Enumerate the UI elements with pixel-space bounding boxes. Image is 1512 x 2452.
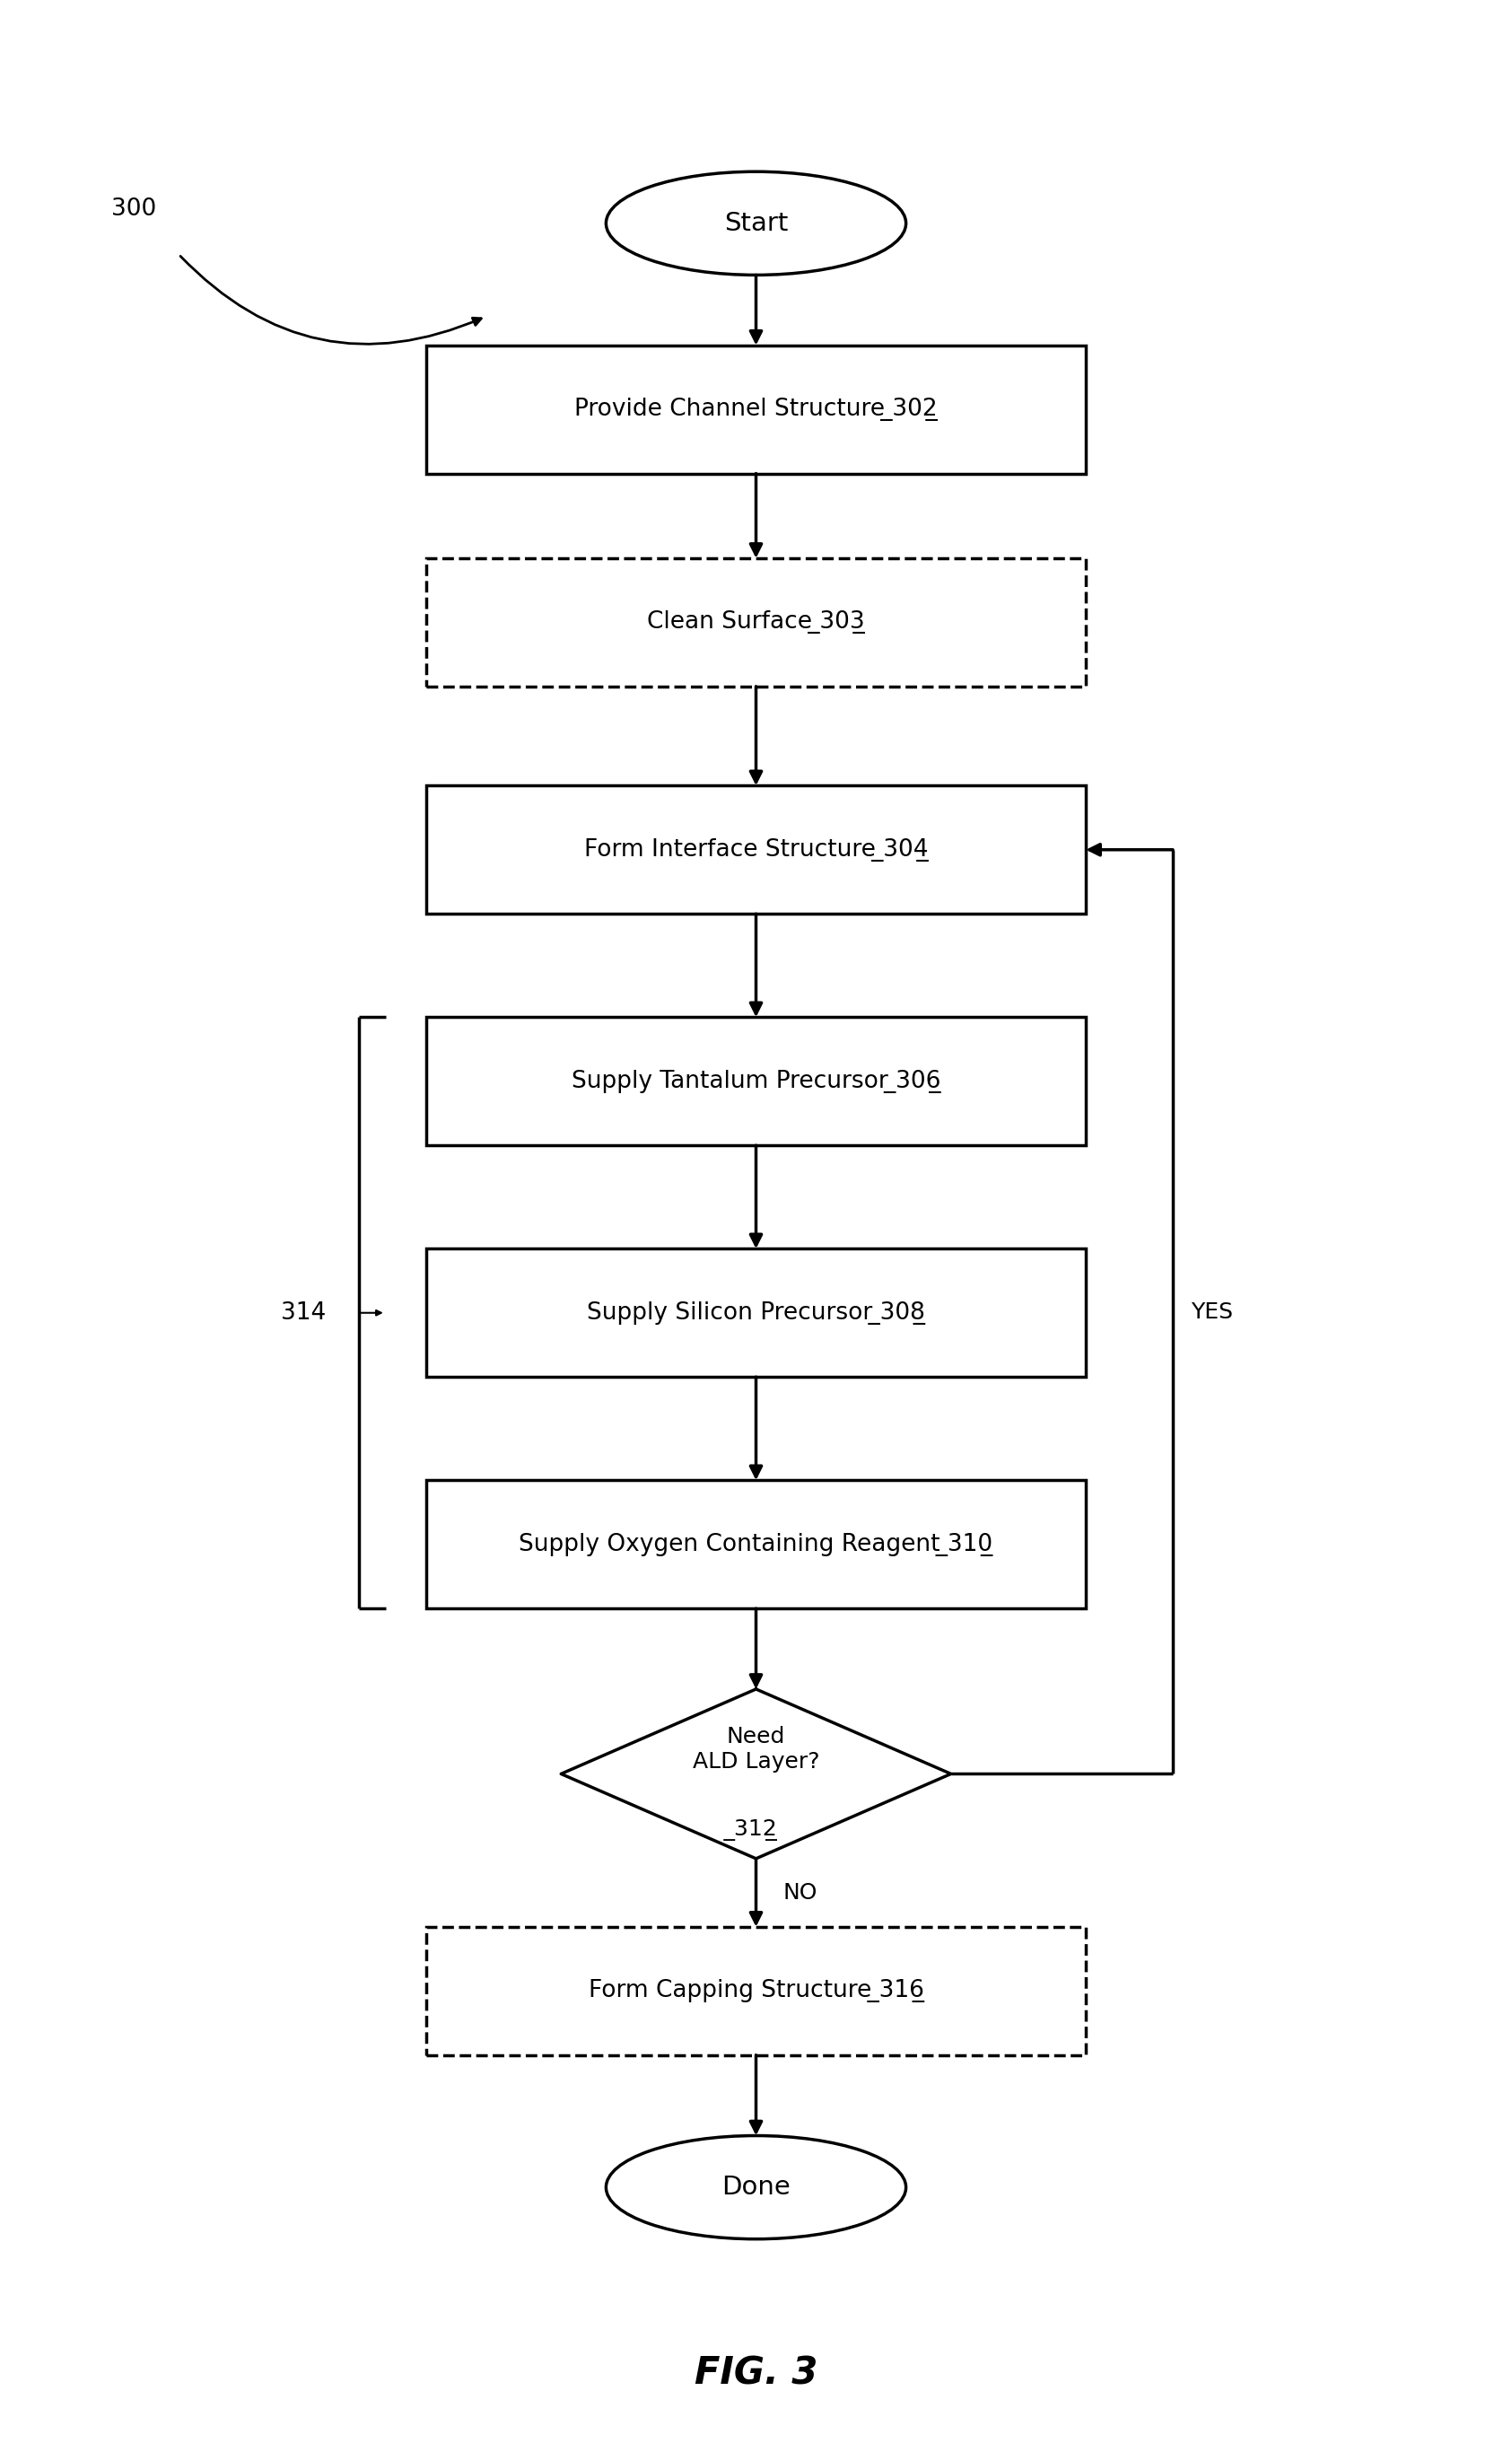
Text: 300: 300	[112, 196, 156, 221]
Text: YES: YES	[1191, 1302, 1234, 1322]
FancyBboxPatch shape	[426, 346, 1086, 473]
Text: Supply Tantalum Precursor ̲306̲: Supply Tantalum Precursor ̲306̲	[572, 1069, 940, 1094]
FancyBboxPatch shape	[426, 559, 1086, 687]
Text: Clean Surface ̲303̲: Clean Surface ̲303̲	[647, 611, 865, 635]
Text: Supply Silicon Precursor ̲308̲: Supply Silicon Precursor ̲308̲	[587, 1302, 925, 1324]
Text: FIG. 3: FIG. 3	[694, 2354, 818, 2393]
Text: Form Capping Structure ̲316̲: Form Capping Structure ̲316̲	[588, 1979, 924, 2003]
Text: NO: NO	[783, 1883, 818, 1903]
Text: ̲312̲: ̲312̲	[735, 1819, 777, 1841]
FancyBboxPatch shape	[426, 1018, 1086, 1145]
Text: Done: Done	[721, 2175, 791, 2199]
FancyBboxPatch shape	[426, 785, 1086, 915]
FancyBboxPatch shape	[426, 1481, 1086, 1609]
Text: Supply Oxygen Containing Reagent ̲310̲: Supply Oxygen Containing Reagent ̲310̲	[519, 1532, 993, 1557]
Text: Form Interface Structure ̲304̲: Form Interface Structure ̲304̲	[584, 839, 928, 861]
Text: Start: Start	[724, 211, 788, 235]
FancyBboxPatch shape	[426, 1248, 1086, 1378]
Ellipse shape	[606, 172, 906, 275]
FancyBboxPatch shape	[426, 1927, 1086, 2055]
Text: Need
ALD Layer?: Need ALD Layer?	[692, 1726, 820, 1773]
Text: Provide Channel Structure ̲302̲: Provide Channel Structure ̲302̲	[575, 397, 937, 422]
Ellipse shape	[606, 2136, 906, 2239]
Text: 314: 314	[281, 1302, 325, 1324]
